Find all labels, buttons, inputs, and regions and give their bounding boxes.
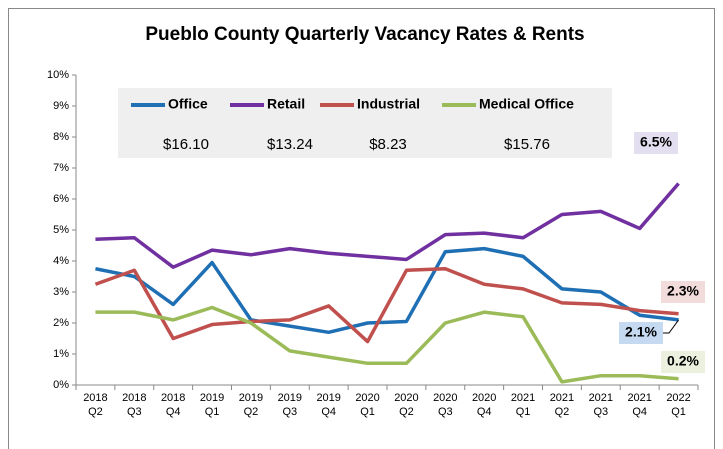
x-tick-label: 2021	[627, 392, 651, 404]
y-tick-label: 10%	[47, 69, 69, 81]
x-tick-label: Q4	[477, 406, 492, 418]
x-tick-label: 2019	[239, 392, 263, 404]
legend-label: Industrial	[357, 96, 420, 112]
x-tick-label: 2020	[472, 392, 496, 404]
x-tick-label: 2021	[589, 392, 613, 404]
x-tick-label: Q3	[438, 406, 453, 418]
x-tick-label: 2019	[316, 392, 340, 404]
x-tick-label: Q4	[632, 406, 647, 418]
value-label: 6.5%	[640, 134, 672, 150]
y-tick-label: 0%	[53, 379, 69, 391]
x-tick-label: Q1	[516, 406, 531, 418]
chart-frame	[8, 8, 715, 449]
x-tick-label: 2021	[511, 392, 535, 404]
legend-label: Medical Office	[479, 96, 574, 112]
value-label: 2.1%	[625, 324, 657, 340]
x-tick-label: Q3	[127, 406, 142, 418]
x-tick-label: Q2	[399, 406, 414, 418]
y-tick-label: 2%	[53, 317, 69, 329]
x-tick-label: Q1	[205, 406, 220, 418]
x-tick-label: Q1	[360, 406, 375, 418]
x-tick-label: 2019	[200, 392, 224, 404]
x-tick-label: Q4	[166, 406, 181, 418]
x-tick-label: Q2	[244, 406, 259, 418]
x-tick-label: Q2	[555, 406, 570, 418]
rent-label: $15.76	[504, 136, 550, 153]
value-label: 0.2%	[667, 353, 699, 369]
x-tick-label: 2018	[122, 392, 146, 404]
value-label-bg	[634, 132, 678, 154]
x-tick-label: 2020	[394, 392, 418, 404]
x-tick-label: 2020	[433, 392, 457, 404]
value-label-bg	[661, 351, 705, 373]
legend-label: Office	[168, 96, 208, 112]
x-tick-label: Q3	[282, 406, 297, 418]
leader-line	[663, 319, 679, 334]
x-tick-label: 2020	[355, 392, 379, 404]
x-tick-label: 2018	[161, 392, 185, 404]
x-tick-label: Q1	[671, 406, 686, 418]
y-tick-label: 5%	[53, 224, 69, 236]
series-line	[95, 182, 680, 269]
y-tick-label: 3%	[53, 286, 69, 298]
value-label: 2.3%	[667, 283, 699, 299]
rent-label: $13.24	[267, 136, 313, 153]
rent-label: $8.23	[369, 136, 407, 153]
legend-label: Retail	[267, 96, 305, 112]
value-label-bg	[661, 281, 705, 303]
y-tick-label: 9%	[53, 100, 69, 112]
rent-label: $16.10	[163, 136, 209, 153]
series-line	[95, 246, 679, 335]
y-tick-label: 7%	[53, 162, 69, 174]
x-tick-label: 2018	[83, 392, 107, 404]
x-tick-label: Q4	[321, 406, 336, 418]
y-tick-label: 4%	[53, 255, 69, 267]
x-tick-label: 2021	[550, 392, 574, 404]
chart-title: Pueblo County Quarterly Vacancy Rates & …	[145, 24, 584, 45]
x-tick-label: Q2	[88, 406, 103, 418]
x-tick-label: 2019	[278, 392, 302, 404]
x-tick-label: Q3	[593, 406, 608, 418]
series-line	[94, 267, 679, 344]
y-tick-label: 1%	[53, 348, 69, 360]
x-tick-label: 2022	[666, 392, 690, 404]
series-line	[95, 305, 679, 384]
value-label-bg	[619, 322, 663, 344]
y-tick-label: 6%	[53, 193, 69, 205]
legend-box	[118, 88, 612, 158]
y-tick-label: 8%	[53, 131, 69, 143]
